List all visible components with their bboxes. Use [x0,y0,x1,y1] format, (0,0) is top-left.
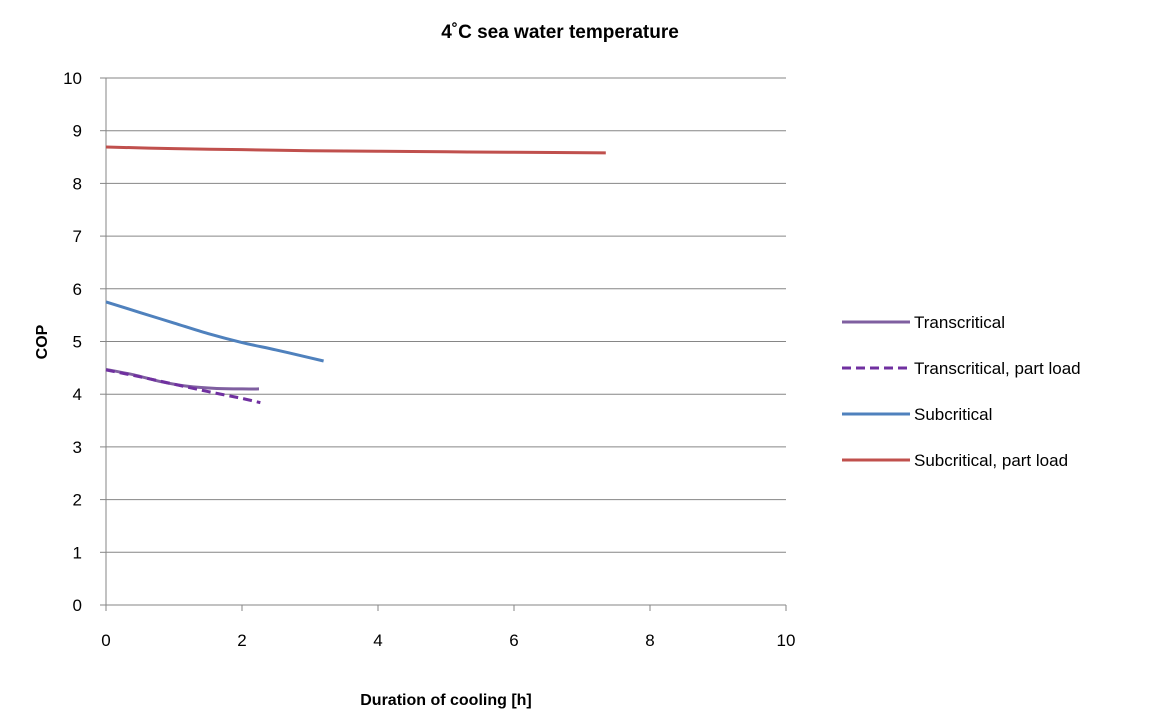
x-tick-label: 2 [237,631,246,650]
legend: Transcritical Transcritical, part load Sub… [842,313,1081,470]
axes [100,77,787,611]
y-tick-label: 0 [73,596,82,615]
y-tick-label: 7 [73,227,82,246]
legend-item-subcritical-part-load: Subcritical, part load [842,451,1068,470]
legend-item-transcritical: Transcritical [842,313,1005,332]
chart-title: 4˚C sea water temperature [441,22,679,43]
series-line-subcritical-part-load [105,145,606,155]
legend-label: Transcritical, part load [914,359,1081,378]
y-tick-label: 6 [73,280,82,299]
legend-label: Subcritical, part load [914,451,1068,470]
y-tick-label: 9 [73,122,82,141]
x-tick-label: 10 [777,631,796,650]
y-tick-label: 2 [73,491,82,510]
x-tick-labels: 0 2 4 6 8 10 [101,631,795,650]
x-tick-label: 6 [509,631,518,650]
y-tick-label: 1 [73,543,82,562]
y-tick-label: 10 [63,69,82,88]
x-tick-label: 0 [101,631,110,650]
series-line-transcritical [105,367,260,391]
series-line-subcritical [105,300,324,363]
legend-label: Transcritical [914,313,1005,332]
y-axis-title: COP [34,324,51,359]
x-axis-title: Duration of cooling [h] [360,692,532,709]
x-tick-label: 8 [645,631,654,650]
y-tick-label: 3 [73,438,82,457]
y-tick-label: 4 [73,385,82,404]
y-tick-labels: 0 1 2 3 4 5 6 7 8 9 10 [63,69,82,615]
y-tick-label: 5 [73,333,82,352]
legend-item-transcritical-part-load: Transcritical, part load [842,359,1081,378]
legend-item-subcritical: Subcritical [842,405,992,424]
x-tick-label: 4 [373,631,382,650]
legend-label: Subcritical [914,405,992,424]
y-tick-label: 8 [73,174,82,193]
plot-series [105,145,606,405]
series-line-transcritical-part-load [105,368,261,405]
